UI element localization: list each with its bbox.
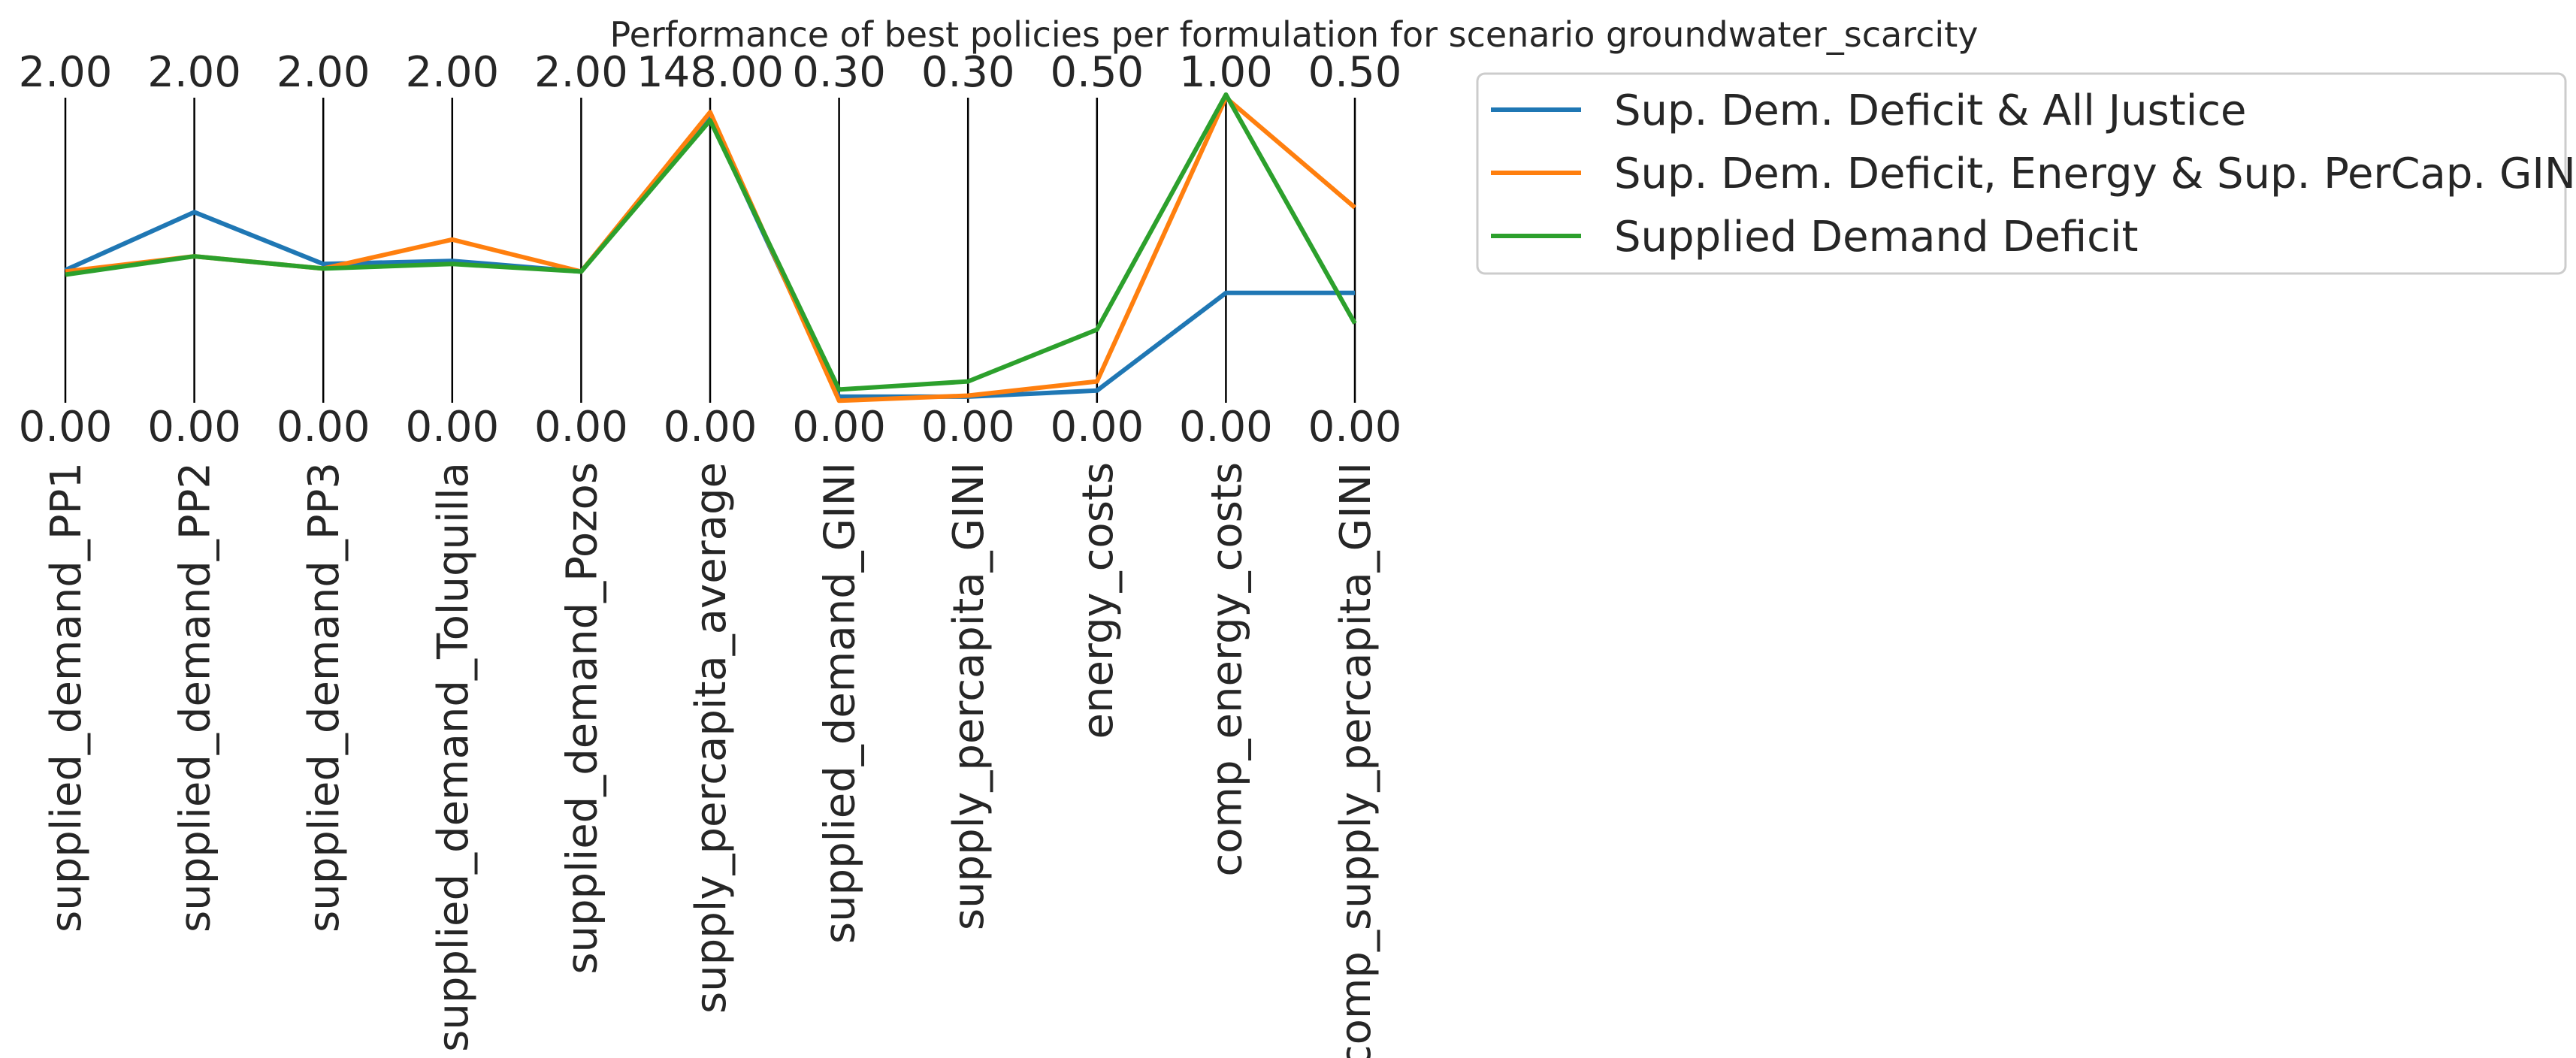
axis-comp_energy_costs: 1.00 0.00 comp_energy_costs bbox=[1179, 48, 1273, 877]
axis-name-label: supply_percapita_average bbox=[687, 462, 736, 1014]
axis-supplied_demand_PP3: 2.00 0.00 supplied_demand_PP3 bbox=[277, 48, 370, 933]
axis-max-label: 2.00 bbox=[19, 48, 113, 97]
axis-name-label: supply_percapita_GINI bbox=[945, 462, 993, 930]
axis-name-label: supplied_demand_PP1 bbox=[42, 462, 91, 933]
axis-supply_percapita_GINI: 0.30 0.00 supply_percapita_GINI bbox=[921, 48, 1015, 930]
axis-comp_supply_percapita_GINI: 0.50 0.00 comp_supply_percapita_GINI bbox=[1308, 48, 1402, 1058]
axis-max-label: 148.00 bbox=[636, 48, 784, 97]
legend-frame bbox=[1476, 72, 2567, 275]
axis-min-label: 0.00 bbox=[1050, 403, 1144, 452]
axis-name-label: supplied_demand_Toluquilla bbox=[429, 462, 478, 1052]
axis-max-label: 2.00 bbox=[277, 48, 370, 97]
chart-title: Performance of best policies per formula… bbox=[610, 14, 1979, 55]
axis-name-label: supplied_demand_PP3 bbox=[300, 462, 349, 933]
axis-supplied_demand_Toluquilla: 2.00 0.00 supplied_demand_Toluquilla bbox=[405, 48, 499, 1052]
legend-item: Sup. Dem. Deficit, Energy & Sup. PerCap.… bbox=[1491, 150, 2576, 198]
axis-min-label: 0.00 bbox=[147, 403, 241, 452]
axis-name-label: supplied_demand_Pozos bbox=[558, 462, 606, 975]
axis-supplied_demand_PP2: 2.00 0.00 supplied_demand_PP2 bbox=[147, 48, 241, 933]
axis-min-label: 0.00 bbox=[664, 403, 757, 452]
axis-supplied_demand_GINI: 0.30 0.00 supplied_demand_GINI bbox=[792, 48, 886, 944]
legend-item: Supplied Demand Deficit bbox=[1491, 213, 2138, 261]
axis-min-label: 0.00 bbox=[405, 403, 499, 452]
axis-name-label: comp_supply_percapita_GINI bbox=[1332, 462, 1380, 1058]
legend-label: Sup. Dem. Deficit, Energy & Sup. PerCap.… bbox=[1614, 150, 2576, 198]
legend-label: Sup. Dem. Deficit & All Justice bbox=[1614, 86, 2247, 135]
axis-max-label: 2.00 bbox=[147, 48, 241, 97]
axis-min-label: 0.00 bbox=[792, 403, 886, 452]
axis-supply_percapita_average: 148.00 0.00 supply_percapita_average bbox=[636, 48, 784, 1014]
axis-energy_costs: 0.50 0.00 energy_costs bbox=[1050, 48, 1144, 739]
axis-min-label: 0.00 bbox=[921, 403, 1015, 452]
legend-items: Sup. Dem. Deficit & All Justice Sup. Dem.… bbox=[1491, 86, 2576, 261]
axis-max-label: 0.30 bbox=[792, 48, 886, 97]
series-lines bbox=[64, 92, 1357, 404]
axis-min-label: 0.00 bbox=[534, 403, 628, 452]
axis-min-label: 0.00 bbox=[1179, 403, 1273, 452]
axis-max-label: 0.50 bbox=[1308, 48, 1402, 97]
series-line-3 bbox=[65, 92, 1357, 392]
axis-max-label: 0.30 bbox=[921, 48, 1015, 97]
axis-supplied_demand_Pozos: 2.00 0.00 supplied_demand_Pozos bbox=[534, 48, 628, 975]
axis-max-label: 1.00 bbox=[1179, 48, 1273, 97]
axis-min-label: 0.00 bbox=[1308, 403, 1402, 452]
axis-name-label: comp_energy_costs bbox=[1202, 462, 1251, 877]
axis-name-label: supplied_demand_PP2 bbox=[171, 462, 220, 933]
axis-name-label: energy_costs bbox=[1074, 462, 1123, 739]
legend: Sup. Dem. Deficit & All Justice Sup. Dem.… bbox=[1476, 72, 2576, 275]
axis-supplied_demand_PP1: 2.00 0.00 supplied_demand_PP1 bbox=[19, 48, 113, 933]
axis-min-label: 0.00 bbox=[277, 403, 370, 452]
axis-min-label: 0.00 bbox=[19, 403, 113, 452]
axis-name-label: supplied_demand_GINI bbox=[816, 462, 865, 944]
legend-item: Sup. Dem. Deficit & All Justice bbox=[1491, 86, 2247, 135]
axis-max-label: 2.00 bbox=[534, 48, 628, 97]
legend-label: Supplied Demand Deficit bbox=[1614, 213, 2138, 261]
axes-layer: 2.00 0.00 supplied_demand_PP1 2.00 0.00 suppl… bbox=[19, 48, 1402, 1058]
axis-max-label: 2.00 bbox=[405, 48, 499, 97]
axis-max-label: 0.50 bbox=[1050, 48, 1144, 97]
